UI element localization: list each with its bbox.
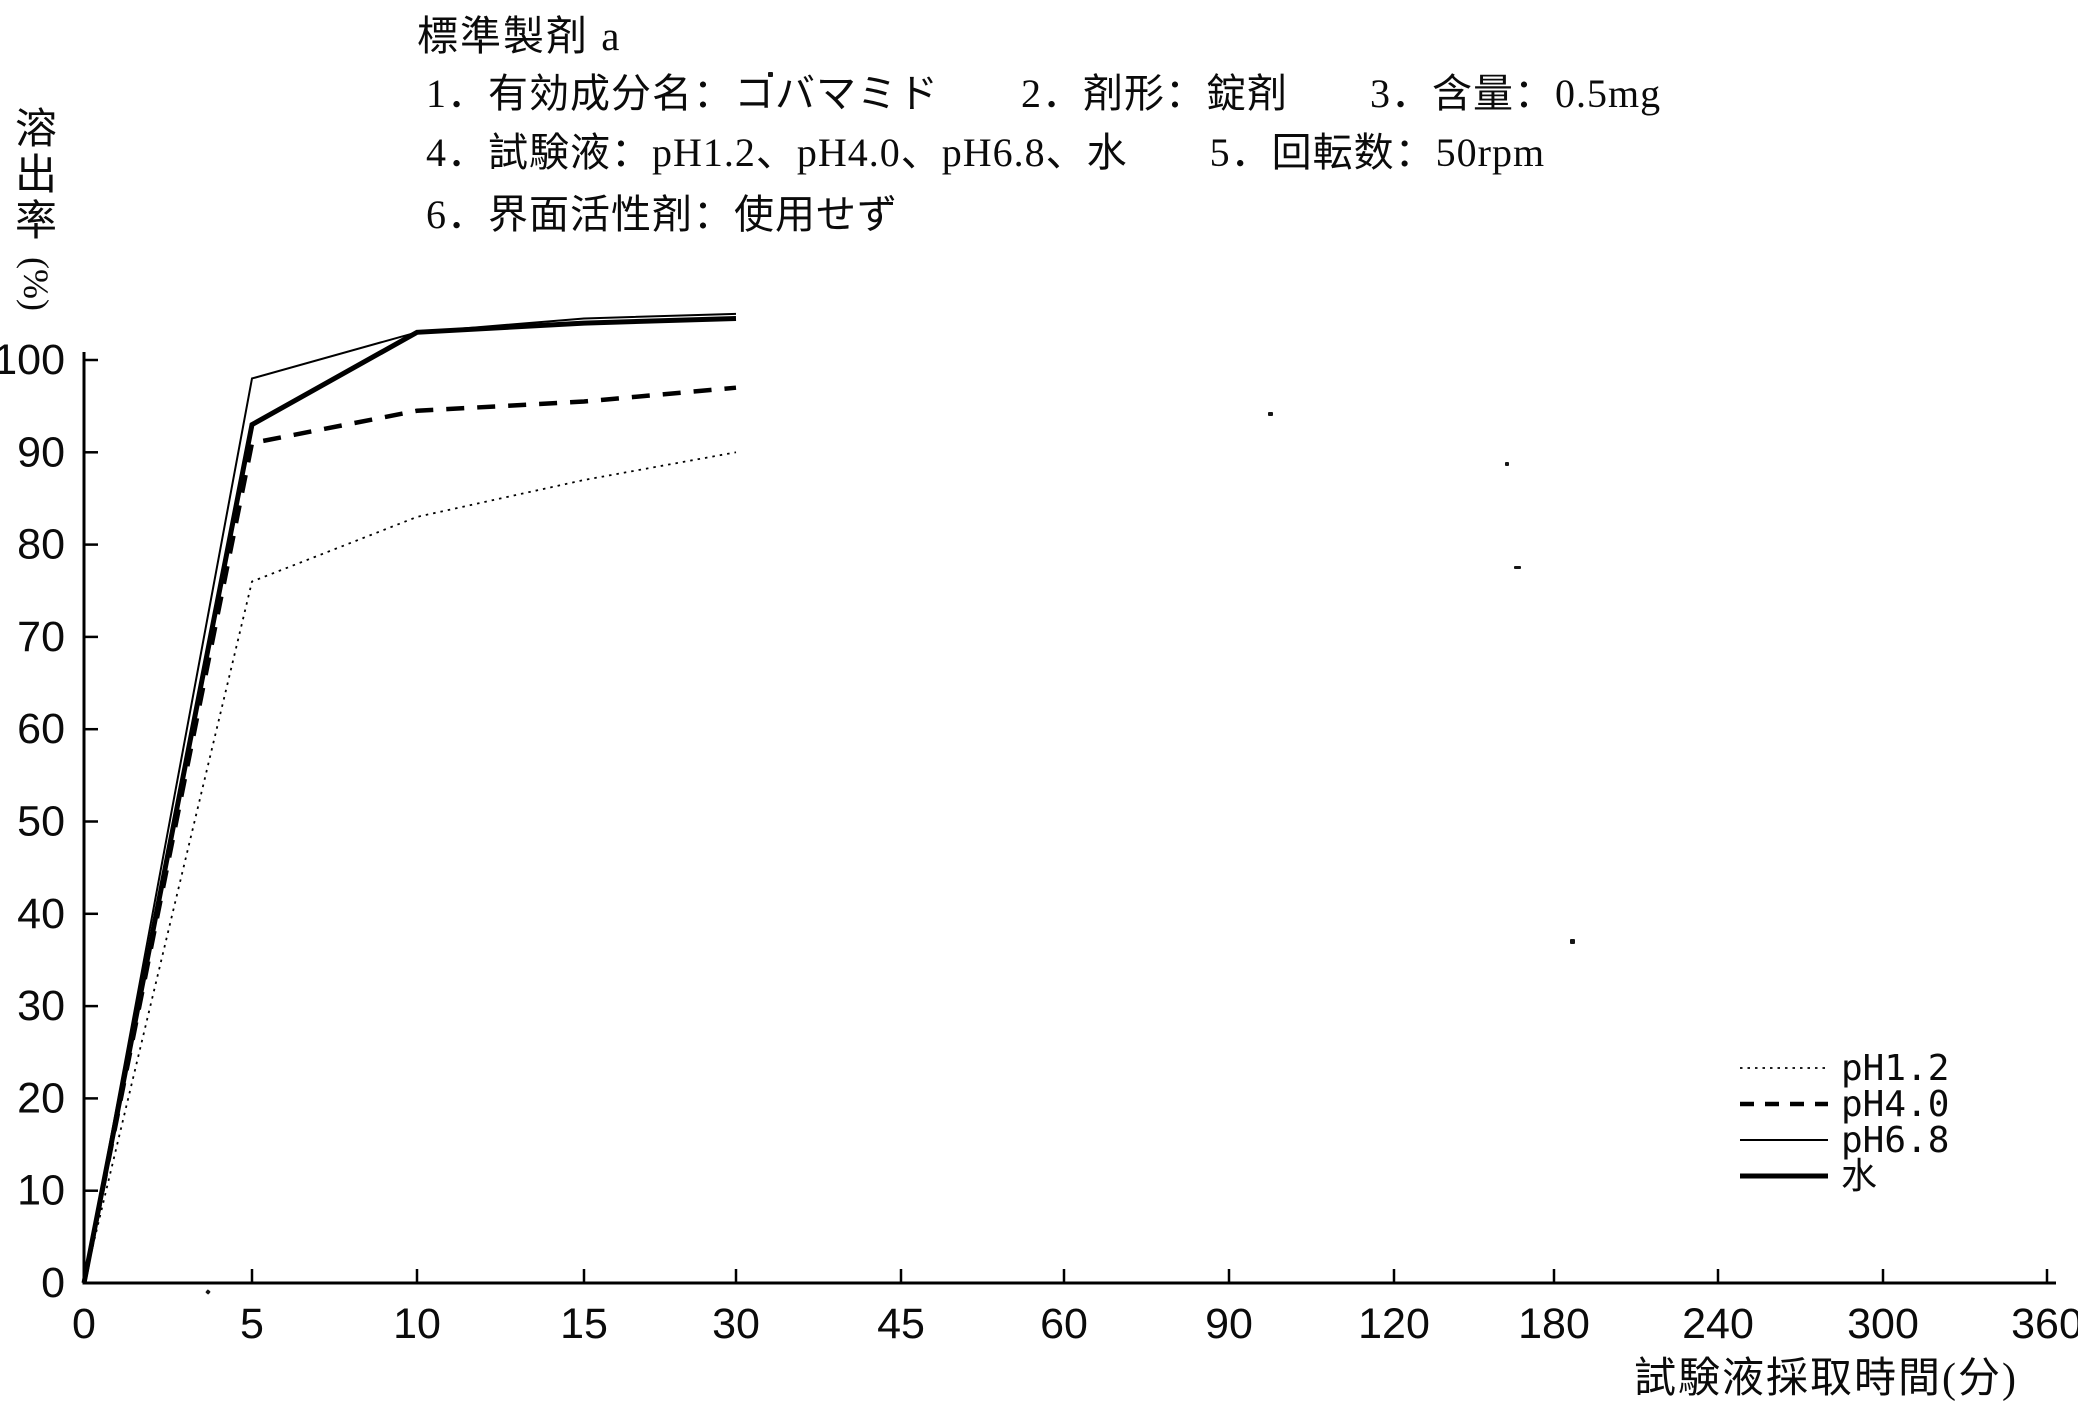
x-tick-label: 90: [1205, 1300, 1253, 1348]
scan-speck: [1268, 412, 1273, 416]
y-tick-label: 40: [17, 890, 65, 938]
y-tick-label: 50: [17, 798, 65, 846]
scan-speck: [768, 72, 773, 77]
x-tick-label: 180: [1518, 1300, 1590, 1348]
x-tick-label: 5: [240, 1300, 264, 1348]
x-tick-label: 60: [1040, 1300, 1088, 1348]
y-tick-label: 20: [17, 1074, 65, 1122]
scan-speck: [1514, 566, 1521, 569]
y-axis-label-char: 出: [14, 153, 57, 199]
x-tick-label: 240: [1682, 1300, 1754, 1348]
condition-line-1: 1．有効成分名：コバマミド 2．剤形：錠剤 3．含量：0.5mg: [426, 71, 1662, 116]
y-tick-label: 100: [0, 336, 65, 384]
legend-label-pH6.8: pH6.8: [1841, 1120, 1949, 1161]
series-line-pH6.8: [83, 312, 737, 1284]
condition-line-2: 4．試験液：pH1.2、pH4.0、pH6.8、水 5．回転数：50rpm: [426, 130, 1546, 175]
x-tick-label: 360: [2011, 1300, 2078, 1348]
series-line-pH1.2: [83, 451, 737, 1284]
y-tick-label: 60: [17, 705, 65, 753]
x-tick-label: 10: [393, 1300, 441, 1348]
y-axis-label: 溶出率 (%): [12, 107, 60, 321]
y-tick-label: 10: [17, 1167, 65, 1215]
series-line-pH4.0: [81, 385, 737, 1284]
y-tick-label: 80: [17, 521, 65, 569]
figure-title: 標準製剤 a: [417, 13, 622, 59]
y-tick-label: 70: [17, 613, 65, 661]
y-tick-label: 30: [17, 982, 65, 1030]
legend-label-pH4.0: pH4.0: [1841, 1084, 1949, 1125]
y-axis-label-char: 溶: [14, 107, 57, 153]
condition-line-3: 6．界面活性剤：使用せず: [426, 192, 898, 237]
x-axis-label: 試験液採取時間(分): [1634, 1356, 2018, 1402]
y-tick-label: 0: [41, 1259, 65, 1307]
x-tick-label: 120: [1358, 1300, 1430, 1348]
scan-speck: [1570, 939, 1575, 944]
series-line-水: [81, 315, 737, 1284]
x-tick-label: 300: [1847, 1300, 1919, 1348]
scan-speck: [1505, 462, 1509, 466]
legend-label-水: 水: [1841, 1156, 1877, 1197]
legend-label-pH1.2: pH1.2: [1841, 1048, 1949, 1089]
x-tick-label: 15: [560, 1300, 608, 1348]
x-tick-label: 0: [72, 1300, 96, 1348]
x-tick-label: 45: [877, 1300, 925, 1348]
y-tick-label: 90: [17, 428, 65, 476]
x-tick-label: 30: [712, 1300, 760, 1348]
y-axis-label-char: 率: [14, 199, 57, 245]
